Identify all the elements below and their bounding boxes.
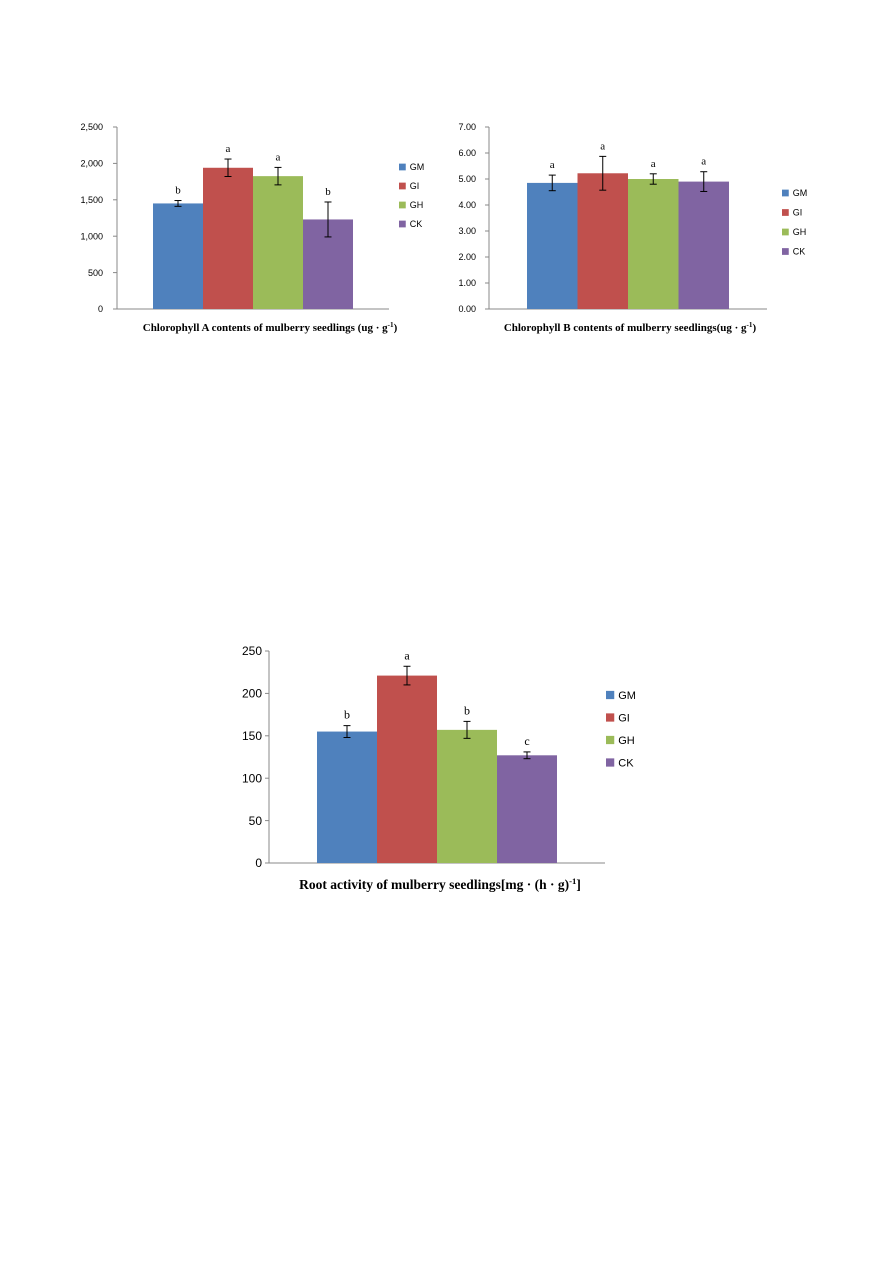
bar-gm	[317, 731, 377, 863]
y-tick-label: 1.00	[458, 278, 476, 288]
y-tick-label: 100	[242, 771, 262, 785]
legend-label: GM	[410, 162, 425, 172]
chart-1: 0 500 1,000 1,500 2,000 2,500 b a a b GM GI GH CK Chlo…	[80, 122, 425, 334]
y-tick-label: 2,000	[80, 159, 103, 169]
significance-letter: a	[600, 140, 605, 152]
bar-gi	[203, 167, 253, 309]
significance-letter: a	[651, 158, 656, 170]
legend-swatch	[606, 758, 615, 767]
legend-swatch	[782, 228, 789, 236]
chart-title: Chlorophyll A contents of mulberry seedl…	[143, 321, 398, 334]
y-tick-label: 500	[88, 268, 103, 278]
y-tick-label: 250	[242, 644, 262, 658]
legend-label: GM	[793, 188, 808, 198]
chart-3: 0 50 100 150 200 250 b a b c GM GI GH CK Root activity…	[242, 644, 636, 892]
significance-letter: a	[226, 143, 231, 155]
y-tick-label: 0	[255, 856, 262, 870]
bar-gm	[153, 203, 203, 309]
legend-label: CK	[410, 219, 423, 229]
y-tick-label: 4.00	[458, 200, 476, 210]
chart-2: 0.00 1.00 2.00 3.00 4.00 5.00 6.00 7.00 a a a a GM GI…	[458, 122, 808, 334]
legend-swatch	[399, 220, 406, 228]
significance-letter: b	[344, 708, 350, 722]
y-tick-label: 6.00	[458, 148, 476, 158]
legend-swatch	[606, 690, 615, 700]
bar-ck	[678, 181, 729, 309]
legend-swatch	[782, 189, 789, 197]
bar-gi	[577, 173, 628, 309]
legend-label: GI	[618, 712, 630, 724]
y-tick-label: 50	[249, 814, 263, 828]
y-tick-label: 150	[242, 729, 262, 743]
legend-label: GI	[793, 208, 803, 218]
legend-label: GH	[793, 227, 807, 237]
y-tick-label: 0	[98, 304, 103, 314]
legend-label: CK	[618, 757, 634, 769]
y-tick-label: 5.00	[458, 174, 476, 184]
y-tick-label: 200	[242, 687, 262, 701]
significance-letter: b	[325, 186, 331, 198]
legend-label: GM	[618, 690, 636, 702]
legend-swatch	[399, 163, 406, 171]
significance-letter: a	[701, 156, 706, 168]
bar-gi	[377, 675, 437, 863]
legend-label: CK	[793, 247, 806, 257]
significance-letter: c	[524, 734, 529, 748]
bar-gh	[437, 729, 497, 863]
y-tick-label: 2,500	[80, 122, 103, 132]
bar-gh	[628, 179, 679, 309]
bar-gm	[527, 182, 578, 309]
y-tick-label: 2.00	[458, 252, 476, 262]
legend-swatch	[782, 248, 789, 255]
bar-ck	[497, 755, 557, 863]
y-tick-label: 3.00	[458, 226, 476, 236]
significance-letter: a	[276, 151, 281, 163]
legend-swatch	[399, 201, 406, 209]
y-tick-label: 0.00	[458, 304, 476, 314]
legend-swatch	[399, 182, 406, 190]
y-tick-label: 1,000	[80, 231, 103, 241]
legend-label: GH	[410, 200, 424, 210]
significance-letter: a	[550, 159, 555, 171]
bar-gh	[253, 176, 303, 309]
significance-letter: a	[404, 648, 410, 662]
legend-swatch	[606, 713, 615, 722]
legend-label: GH	[618, 735, 635, 747]
legend-label: GI	[410, 181, 420, 191]
y-tick-label: 1,500	[80, 195, 103, 205]
y-tick-label: 7.00	[458, 122, 476, 132]
legend-swatch	[606, 735, 615, 745]
significance-letter: b	[464, 703, 470, 717]
chart-title: Root activity of mulberry seedlings[mg ·…	[299, 876, 581, 892]
legend-swatch	[782, 209, 789, 216]
chart-title: Chlorophyll B contents of mulberry seedl…	[504, 321, 757, 334]
significance-letter: b	[175, 185, 181, 197]
